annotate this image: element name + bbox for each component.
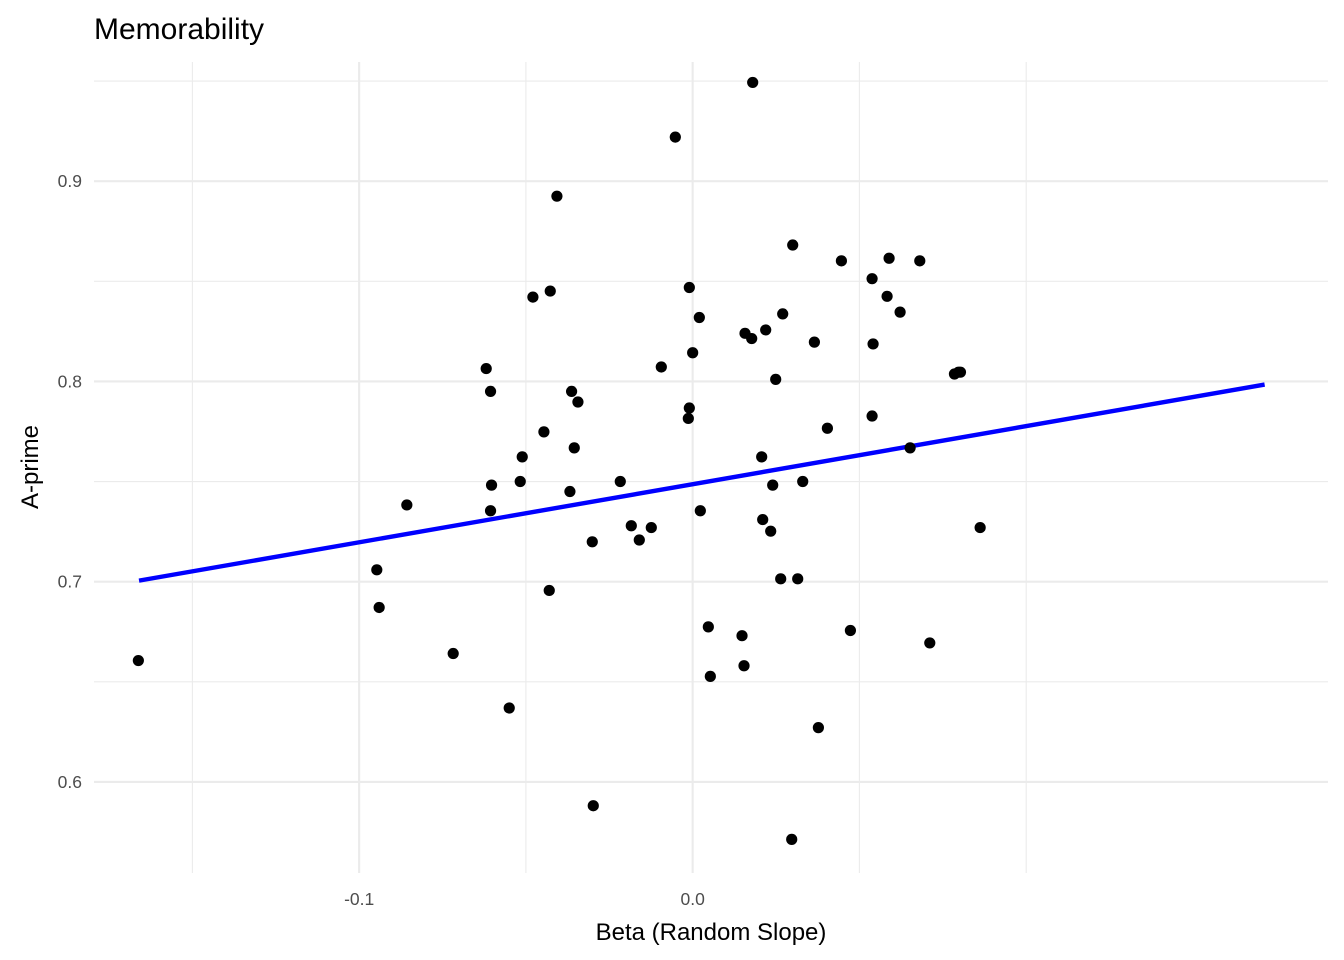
data-point-33 [693, 311, 705, 324]
trend-line [138, 382, 1266, 583]
data-point-0 [132, 654, 144, 667]
data-point-54 [808, 336, 820, 348]
y-tick-label: 0.6 [58, 772, 82, 792]
data-point-50 [787, 239, 799, 251]
data-point-11 [516, 451, 528, 463]
data-point-7 [484, 505, 497, 517]
data-point-58 [844, 624, 857, 637]
y-axis-tick-labels: 0.6 0.7 0.8 0.9 [58, 171, 82, 792]
x-tick-label: 0.0 [680, 889, 705, 909]
data-point-2 [373, 601, 385, 614]
data-point-56 [821, 422, 833, 434]
data-point-57 [835, 255, 848, 267]
y-tick-label: 0.8 [58, 371, 82, 391]
data-point-46 [767, 479, 779, 491]
x-axis-tick-labels: -0.1 0.0 [344, 889, 705, 909]
data-point-8 [485, 479, 498, 491]
data-point-9 [503, 702, 515, 714]
data-points [132, 76, 986, 845]
data-point-21 [586, 536, 598, 548]
data-point-52 [792, 573, 804, 585]
data-point-14 [544, 285, 556, 297]
data-point-15 [543, 584, 555, 597]
data-point-60 [866, 410, 878, 422]
data-point-43 [757, 513, 769, 526]
data-point-13 [538, 426, 550, 438]
data-point-28 [669, 131, 681, 143]
data-point-17 [564, 485, 576, 498]
data-point-42 [756, 451, 768, 463]
data-point-18 [565, 385, 578, 398]
data-point-10 [514, 475, 526, 488]
data-point-44 [760, 324, 772, 336]
data-point-20 [572, 396, 584, 408]
data-point-6 [484, 385, 497, 398]
data-point-48 [775, 573, 787, 585]
data-point-27 [655, 361, 667, 373]
data-point-32 [687, 347, 699, 359]
grid-lines [94, 62, 1328, 873]
data-point-66 [914, 255, 926, 267]
x-axis-title: Beta (Random Slope) [596, 919, 827, 946]
data-point-3 [401, 499, 413, 511]
data-point-65 [904, 442, 916, 454]
data-point-22 [587, 800, 599, 812]
data-point-19 [568, 442, 580, 454]
data-point-63 [883, 252, 895, 264]
data-point-51 [786, 833, 798, 845]
data-point-49 [777, 308, 789, 320]
data-point-45 [765, 525, 777, 537]
data-point-31 [683, 281, 695, 294]
data-point-36 [704, 670, 716, 682]
data-point-41 [747, 76, 759, 89]
data-point-71 [974, 521, 986, 534]
trend-line-layer [138, 382, 1266, 583]
data-point-64 [894, 306, 906, 318]
data-point-1 [371, 564, 383, 576]
y-tick-label: 0.9 [58, 171, 82, 191]
y-axis-title: A-prime [17, 425, 44, 509]
x-tick-label: -0.1 [344, 889, 374, 909]
data-point-29 [682, 412, 694, 425]
data-point-47 [770, 373, 782, 385]
data-point-38 [738, 660, 750, 672]
data-point-26 [645, 521, 657, 534]
data-point-53 [797, 475, 809, 488]
data-point-24 [625, 520, 637, 532]
data-point-30 [683, 402, 695, 414]
data-point-16 [551, 190, 563, 202]
data-point-55 [812, 722, 824, 734]
data-point-67 [924, 637, 936, 649]
data-point-23 [614, 475, 626, 488]
data-point-4 [447, 647, 459, 660]
data-point-25 [633, 534, 645, 546]
data-point-35 [702, 621, 714, 633]
chart-title: Memorability [94, 13, 264, 46]
data-point-70 [954, 366, 967, 378]
data-point-59 [866, 273, 878, 285]
data-point-34 [694, 505, 706, 517]
data-point-61 [867, 338, 879, 350]
data-point-62 [881, 290, 893, 302]
data-point-37 [736, 630, 748, 642]
y-tick-label: 0.7 [58, 572, 82, 592]
data-point-40 [746, 332, 758, 345]
data-point-5 [480, 362, 492, 375]
data-point-12 [527, 291, 539, 303]
